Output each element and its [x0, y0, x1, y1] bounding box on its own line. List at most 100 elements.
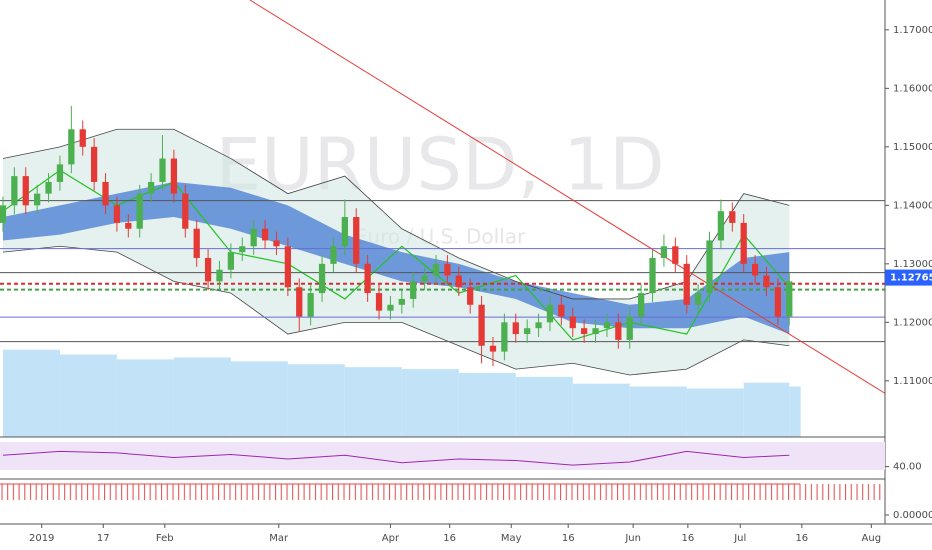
x-tick-label: Jun [624, 533, 641, 544]
last-price-box [885, 269, 932, 286]
candle-body [774, 287, 782, 317]
volume-bar [686, 388, 744, 437]
volume-bar [287, 364, 345, 437]
volume-bar [344, 367, 402, 437]
candle-body [706, 240, 713, 294]
candle-body [136, 193, 143, 229]
candle-body [672, 246, 679, 264]
moving-average [2, 169, 790, 341]
volume-bar [458, 372, 516, 437]
candle-body [467, 287, 474, 305]
candle-body [364, 263, 371, 294]
candle-body [261, 228, 269, 241]
candle-body [239, 246, 246, 253]
candle-body [455, 275, 462, 288]
x-tick-label: May [501, 533, 522, 544]
x-tick-label: Aug [862, 533, 882, 544]
candle-body [410, 281, 417, 299]
candle-body [0, 205, 7, 223]
x-tick-label: 16 [443, 533, 456, 544]
candle-body [250, 228, 257, 247]
candle-body [102, 181, 109, 206]
y-tick-label: 1.14000 [893, 200, 932, 211]
candle-body [546, 304, 554, 323]
candle-body [478, 304, 485, 346]
oscillator-histogram [0, 484, 885, 500]
volume-bar [230, 361, 288, 437]
candle-body [273, 240, 280, 247]
candle-body [22, 176, 29, 206]
candle-body [626, 316, 633, 340]
volume-bar [629, 386, 687, 437]
candle-body [375, 293, 383, 311]
osc-tick-label: 0.00000 [893, 510, 932, 521]
candle-body [637, 293, 645, 317]
candle-body [387, 304, 394, 311]
x-tick-label: 16 [562, 533, 575, 544]
volume-bar [401, 369, 459, 437]
x-tick-label: Mar [269, 533, 289, 544]
cloud-band [2, 181, 790, 335]
y-tick-label: 1.12000 [893, 317, 932, 328]
volume-bar [2, 349, 60, 437]
x-tick-label: Feb [156, 533, 174, 544]
x-tick-label: 2019 [29, 533, 54, 544]
volume-bar [572, 383, 630, 437]
candle-body [341, 217, 348, 247]
candle-body [34, 193, 41, 206]
candle-body [227, 252, 235, 270]
candle-body [182, 193, 189, 229]
candle-body [79, 129, 86, 147]
volume-bar [743, 382, 790, 437]
rsi-band [0, 442, 885, 470]
main-pane [0, 0, 885, 437]
volume-bar [116, 359, 174, 437]
trend-line [249, 0, 885, 394]
candle-body [147, 181, 155, 194]
candle-body [558, 304, 565, 317]
candle-body [660, 246, 668, 258]
candle-body [740, 222, 747, 264]
candle-body [751, 263, 759, 276]
candle-body [11, 176, 18, 206]
candle-body [683, 263, 690, 305]
last-price-label: 1.12765 [890, 273, 932, 284]
candle-body [318, 263, 326, 294]
candle-body [216, 269, 223, 282]
candle-body [569, 316, 576, 329]
x-tick-label: Jul [733, 533, 746, 544]
volume-bar [173, 357, 231, 437]
candle-body [68, 129, 75, 165]
candle-body [444, 263, 451, 276]
candle-body [729, 211, 736, 223]
y-tick-label: 1.13000 [893, 259, 932, 270]
candle-body [398, 298, 405, 305]
candle-body [296, 287, 303, 317]
candle-body [56, 164, 64, 182]
volume-bar [789, 386, 801, 437]
candle-body [421, 275, 428, 282]
x-tick-label: 17 [97, 533, 110, 544]
candle-body [649, 257, 656, 294]
candle-body [284, 246, 291, 288]
volume-bar [515, 376, 573, 437]
y-tick-label: 1.15000 [893, 142, 932, 153]
candle-body [763, 275, 770, 288]
x-tick-label: 16 [681, 533, 694, 544]
candle-body [45, 181, 52, 194]
candle-body [717, 211, 725, 241]
y-tick-label: 1.16000 [893, 83, 932, 94]
candle-body [615, 322, 622, 340]
y-tick-label: 1.17000 [893, 25, 932, 36]
candle-body [330, 246, 337, 264]
candle-body [193, 228, 200, 258]
bollinger-line [2, 128, 790, 300]
x-tick-label: 16 [795, 533, 808, 544]
candle-body [170, 158, 178, 194]
candle-body [90, 146, 98, 182]
candle-body [432, 263, 440, 276]
candle-body [592, 328, 599, 335]
candle-body [581, 328, 588, 335]
candle-body [489, 345, 497, 352]
candle-body [307, 293, 314, 317]
